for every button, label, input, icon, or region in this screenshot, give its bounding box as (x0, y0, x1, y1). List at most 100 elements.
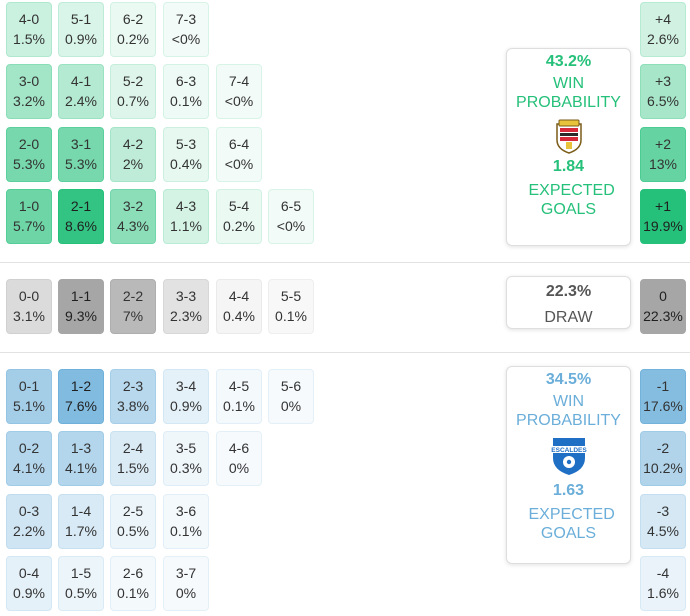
score-label: 1-4 (70, 503, 92, 519)
probability-label: 0.7% (117, 93, 149, 109)
home-win-score-cell: 2-1 8.6% (58, 189, 104, 244)
score-label: 0-4 (18, 565, 40, 581)
away-xg-label: EXPECTED GOALS (528, 506, 615, 542)
draw-score-cell: 4-4 0.4% (216, 279, 262, 334)
score-label: 4-1 (70, 73, 92, 89)
probability-label: 5.1% (13, 398, 45, 414)
score-label: 3-4 (175, 378, 197, 394)
draw-margin-cell: 0 22.3% (640, 279, 686, 334)
score-label: 3-3 (175, 288, 197, 304)
home-win-score-cell: 5-1 0.9% (58, 2, 104, 57)
home-margin-cell: +3 6.5% (640, 64, 686, 119)
probability-label: 5.3% (13, 156, 45, 172)
score-label: 3-0 (18, 73, 40, 89)
probability-label: 0.9% (65, 31, 97, 47)
home-win-score-cell: 3-0 3.2% (6, 64, 52, 119)
score-label: 1-1 (70, 288, 92, 304)
score-label: 6-3 (175, 73, 197, 89)
probability-label: 9.3% (65, 308, 97, 324)
home-win-score-cell: 6-3 0.1% (163, 64, 209, 119)
away-win-score-cell: 1-3 4.1% (58, 431, 104, 486)
probability-label: <0% (171, 31, 201, 47)
away-win-percent: 34.5% (545, 371, 592, 388)
score-label: -1 (656, 378, 670, 394)
divider-home-draw (0, 262, 690, 263)
away-margin-cell: -1 17.6% (640, 369, 686, 424)
score-label: 2-1 (70, 198, 92, 214)
away-win-score-cell: 0-1 5.1% (6, 369, 52, 424)
probability-label: 6.5% (647, 93, 679, 109)
home-win-score-cell: 6-4 <0% (216, 127, 262, 182)
home-win-score-cell: 4-0 1.5% (6, 2, 52, 57)
away-win-score-cell: 3-7 0% (163, 556, 209, 611)
score-label: 5-6 (280, 378, 302, 394)
score-label: 5-4 (228, 198, 250, 214)
away-win-score-cell: 0-3 2.2% (6, 494, 52, 549)
score-label: 1-2 (70, 378, 92, 394)
probability-label: 0% (175, 585, 197, 601)
probability-label: 4.3% (117, 218, 149, 234)
probability-label: 1.5% (13, 31, 45, 47)
home-win-score-cell: 5-2 0.7% (110, 64, 156, 119)
score-label: 2-0 (18, 136, 40, 152)
probability-label: 17.6% (643, 398, 683, 414)
score-label: +3 (655, 73, 671, 89)
probability-label: 0% (228, 460, 250, 476)
away-win-score-cell: 1-4 1.7% (58, 494, 104, 549)
score-label: -3 (656, 503, 670, 519)
score-label: 4-4 (228, 288, 250, 304)
probability-label: 19.9% (643, 218, 683, 234)
home-win-score-cell: 3-1 5.3% (58, 127, 104, 182)
probability-label: <0% (224, 93, 254, 109)
home-win-score-cell: 6-5 <0% (268, 189, 314, 244)
home-win-score-cell: 4-3 1.1% (163, 189, 209, 244)
away-win-score-cell: 0-2 4.1% (6, 431, 52, 486)
probability-label: 8.6% (65, 218, 97, 234)
probability-label: 0.5% (117, 523, 149, 539)
probability-label: 0.5% (65, 585, 97, 601)
probability-label: 0.4% (170, 156, 202, 172)
away-win-score-cell: 1-2 7.6% (58, 369, 104, 424)
probability-label: 5.3% (65, 156, 97, 172)
score-label: 0-2 (18, 440, 40, 456)
away-win-score-cell: 4-6 0% (216, 431, 262, 486)
probability-label: 1.5% (117, 460, 149, 476)
home-win-score-cell: 7-3 <0% (163, 2, 209, 57)
score-label: 2-5 (122, 503, 144, 519)
home-win-score-cell: 3-2 4.3% (110, 189, 156, 244)
away-margin-cell: -3 4.5% (640, 494, 686, 549)
score-label: 3-5 (175, 440, 197, 456)
home-win-score-cell: 4-2 2% (110, 127, 156, 182)
probability-label: 5.7% (13, 218, 45, 234)
probability-label: 3.8% (117, 398, 149, 414)
home-win-score-cell: 6-2 0.2% (110, 2, 156, 57)
home-win-score-cell: 7-4 <0% (216, 64, 262, 119)
away-summary-card: 34.5% WIN PROBABILITY ESCALDES 1.63 EXPE… (506, 366, 631, 564)
home-team-crest-icon (555, 119, 582, 154)
home-margin-cell: +4 2.6% (640, 2, 686, 57)
score-label: 0-0 (18, 288, 40, 304)
draw-summary-card: 22.3% DRAW (506, 276, 631, 329)
score-label: 3-7 (175, 565, 197, 581)
draw-score-cell: 2-2 7% (110, 279, 156, 334)
score-label: 3-6 (175, 503, 197, 519)
probability-label: 0.2% (117, 31, 149, 47)
probability-label: 0.1% (170, 523, 202, 539)
score-label: +4 (655, 11, 671, 27)
probability-label: 2.4% (65, 93, 97, 109)
score-label: 5-5 (280, 288, 302, 304)
probability-label: 4.1% (65, 460, 97, 476)
probability-label: 0% (280, 398, 302, 414)
probability-label: 0.9% (170, 398, 202, 414)
draw-percent: 22.3% (545, 283, 592, 300)
score-label: 6-5 (280, 198, 302, 214)
home-win-score-cell: 5-3 0.4% (163, 127, 209, 182)
score-label: 0-1 (18, 378, 40, 394)
probability-label: 13% (648, 156, 678, 172)
away-win-score-cell: 3-6 0.1% (163, 494, 209, 549)
probability-label: 10.2% (643, 460, 683, 476)
home-win-percent: 43.2% (545, 53, 592, 70)
score-label: 3-1 (70, 136, 92, 152)
probability-label: 2.6% (647, 31, 679, 47)
score-label: 1-3 (70, 440, 92, 456)
